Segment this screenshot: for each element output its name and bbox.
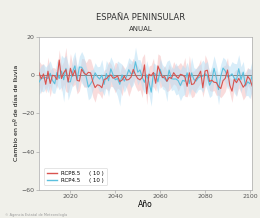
Text: © Agencia Estatal de Meteorología: © Agencia Estatal de Meteorología: [5, 213, 67, 217]
Y-axis label: Cambio en nº de días de lluvia: Cambio en nº de días de lluvia: [14, 65, 19, 162]
Text: ESPAÑA PENINSULAR: ESPAÑA PENINSULAR: [96, 13, 185, 22]
Legend: RCP8.5     ( 10 ), RCP4.5     ( 10 ): RCP8.5 ( 10 ), RCP4.5 ( 10 ): [44, 168, 107, 185]
X-axis label: Año: Año: [138, 200, 153, 209]
Text: ANUAL: ANUAL: [128, 26, 152, 32]
